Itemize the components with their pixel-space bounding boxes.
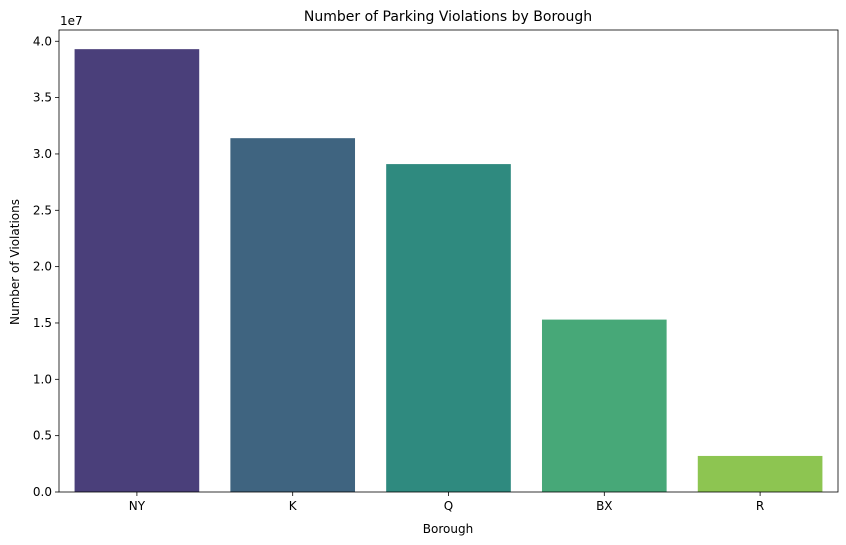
bar-k [230, 138, 356, 493]
x-tick-label: NY [129, 499, 146, 513]
y-tick-label: 3.0 [33, 147, 52, 161]
x-tick-label: K [289, 499, 298, 513]
y-tick-label: 2.5 [33, 203, 52, 217]
y-tick-label: 2.0 [33, 260, 52, 274]
ticks-layer: NY K Q BX R 0.0 0.5 1.0 1.5 2.0 2.5 3.0 3.5 4.0 [33, 34, 764, 513]
bar-r [697, 455, 823, 492]
plot-frame [58, 29, 839, 493]
y-offset-label: 1e7 [60, 14, 83, 28]
y-tick-label: 0.5 [33, 429, 52, 443]
x-tick-label: BX [596, 499, 612, 513]
x-tick-label: Q [444, 499, 453, 513]
y-tick-label: 3.5 [33, 91, 52, 105]
x-axis-label: Borough [423, 522, 473, 536]
bar-ny [74, 49, 200, 492]
y-axis-label: Number of Violations [8, 199, 22, 325]
bar-q [386, 164, 511, 492]
y-tick-label: 0.0 [33, 485, 52, 499]
y-tick-label: 4.0 [33, 34, 52, 48]
chart-title: Number of Parking Violations by Borough [304, 9, 592, 25]
y-tick-label: 1.5 [33, 316, 52, 330]
x-tick-label: R [756, 499, 764, 513]
y-tick-label: 1.0 [33, 372, 52, 386]
bars-layer [74, 49, 823, 493]
bar-bx [541, 319, 667, 492]
